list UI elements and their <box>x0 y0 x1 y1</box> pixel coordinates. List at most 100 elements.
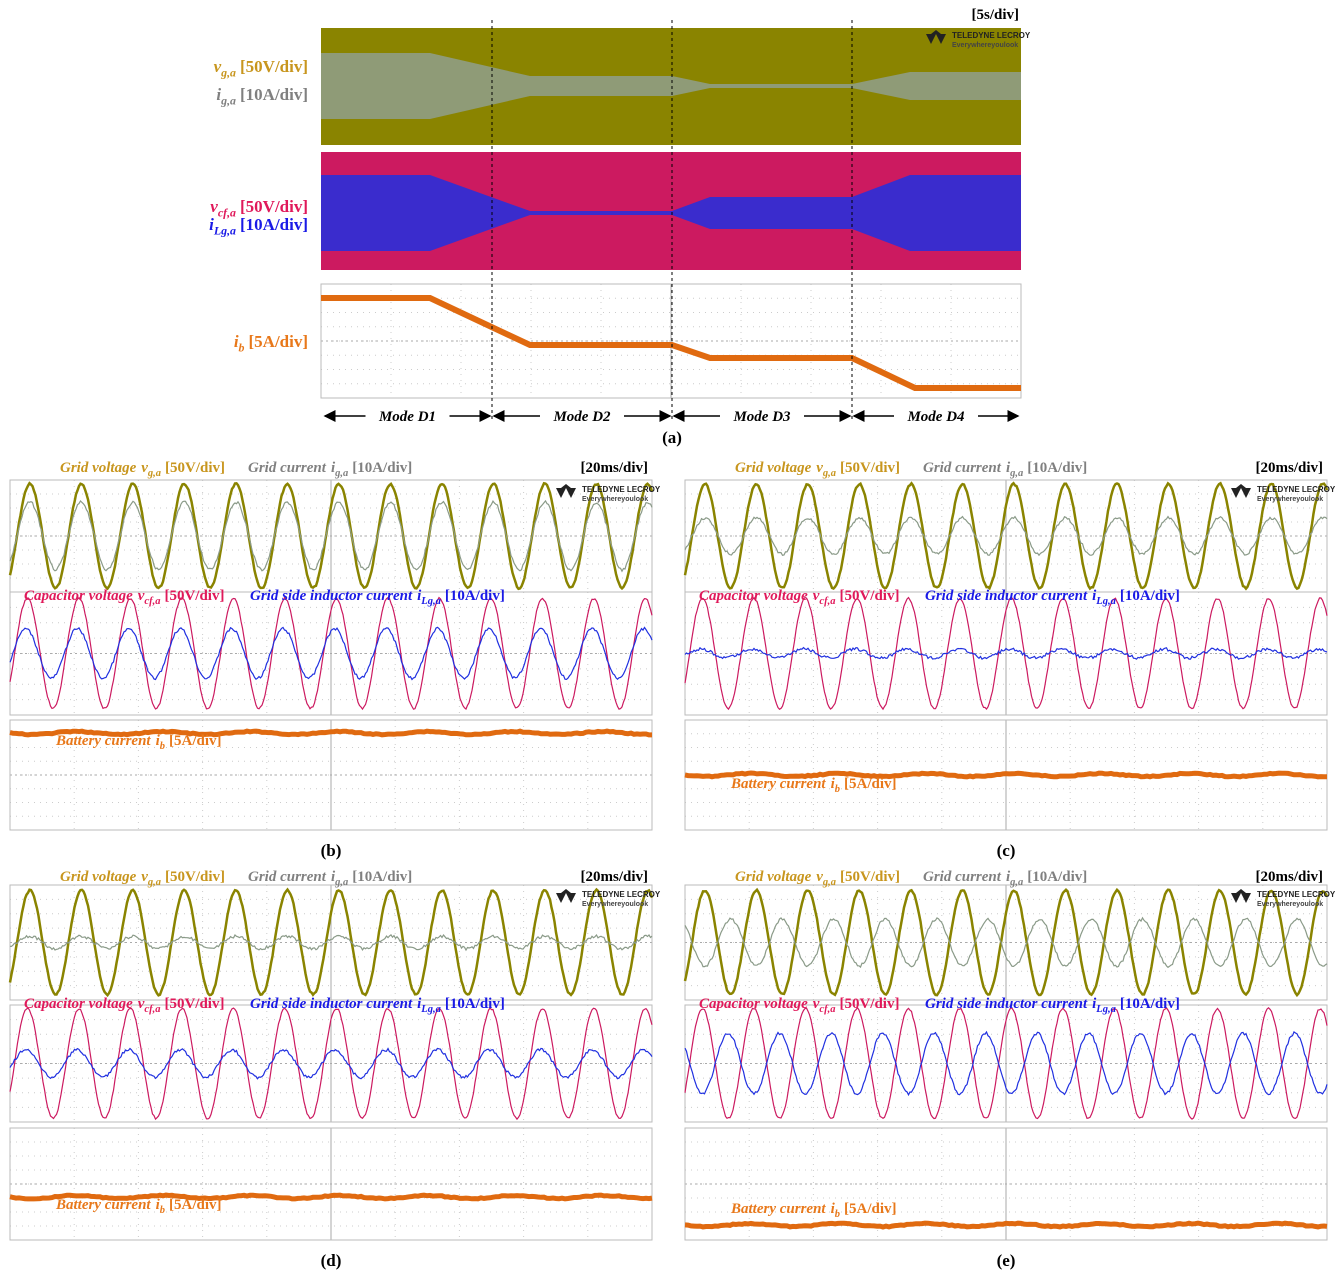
label-scale: [50V/div] <box>164 996 224 1012</box>
label-scale: [50V/div] <box>164 588 224 604</box>
label-scale: [10A/div] <box>240 85 308 104</box>
logo-brand: TELEDYNE LECROY <box>952 31 1031 40</box>
label-prefix: Capacitor voltage <box>24 996 133 1012</box>
label-scale: [10A/div] <box>240 215 308 234</box>
label-subscript: g,a <box>1009 468 1023 479</box>
label-prefix: Grid voltage <box>60 460 137 476</box>
label-subscript: g,a <box>334 877 348 888</box>
signal-label: Battery currentib[5A/div] <box>55 1197 222 1216</box>
label-subscript: b <box>160 1205 165 1216</box>
label-subscript: g,a <box>1009 877 1023 888</box>
label-subscript: g,a <box>220 65 236 79</box>
logo-tagline: Everywhereyoulook <box>582 496 648 503</box>
caption: (e) <box>997 1251 1016 1270</box>
label-prefix: Capacitor voltage <box>699 588 808 604</box>
logo-tagline: Everywhereyoulook <box>1257 901 1323 908</box>
label-prefix: Grid side inductor current <box>925 996 1088 1012</box>
mode-label: Mode D2 <box>552 409 611 425</box>
mode-label: Mode D4 <box>906 409 965 425</box>
label-prefix: Grid current <box>923 460 1002 476</box>
label-subscript: g,a <box>147 877 161 888</box>
signal-label: Grid side inductor currentiLg,a[10A/div] <box>925 588 1180 607</box>
label-scale: [10A/div] <box>1120 996 1180 1012</box>
signal-label: Capacitor voltagevcf,a[50V/div] <box>699 996 899 1015</box>
label-scale: [10A/div] <box>352 869 412 885</box>
label-prefix: Grid voltage <box>60 869 137 885</box>
label-subscript: Lg,a <box>420 596 441 607</box>
caption: (c) <box>997 841 1016 860</box>
label-scale: [50V/div] <box>240 57 308 76</box>
logo: TELEDYNE LECROY Everywhereyoulook <box>556 484 661 503</box>
label-subscript: Lg,a <box>420 1004 441 1015</box>
label-subscript: g,a <box>220 93 236 107</box>
timebase: [20ms/div] <box>1256 869 1324 885</box>
label-scale: [5A/div] <box>249 332 309 351</box>
label-prefix: Battery current <box>730 1201 826 1217</box>
label-scale: [10A/div] <box>352 460 412 476</box>
timebase: [20ms/div] <box>581 460 649 476</box>
label-subscript: Lg,a <box>1095 1004 1116 1015</box>
label-subscript: g,a <box>147 468 161 479</box>
label-prefix: Battery current <box>55 733 151 749</box>
label-subscript: b <box>239 340 245 354</box>
label-scale: [50V/div] <box>839 588 899 604</box>
logo: TELEDYNE LECROYEverywhereyoulook <box>1231 484 1336 503</box>
label-subscript: cf,a <box>819 596 835 607</box>
label-subscript: cf,a <box>144 1004 160 1015</box>
label-scale: [10A/div] <box>445 588 505 604</box>
mode-label: Mode D3 <box>732 409 791 425</box>
label-prefix: Grid current <box>248 460 327 476</box>
label-subscript: cf,a <box>218 205 236 219</box>
label-subscript: Lg,a <box>213 223 236 237</box>
logo-brand: TELEDYNE LECROY <box>582 890 661 899</box>
label-subscript: b <box>835 784 840 795</box>
label-subscript: g,a <box>334 468 348 479</box>
label-subscript: b <box>835 1209 840 1220</box>
logo-tagline: Everywhereyoulook <box>952 42 1018 49</box>
label-scale: [10A/div] <box>1120 588 1180 604</box>
caption: (a) <box>662 428 682 447</box>
logo-tagline: Everywhereyoulook <box>1257 496 1323 503</box>
label-prefix: Grid side inductor current <box>250 588 413 604</box>
label-subscript: b <box>160 741 165 752</box>
logo: TELEDYNE LECROYEverywhereyoulook <box>556 889 661 908</box>
label-prefix: Grid side inductor current <box>925 588 1088 604</box>
label-scale: [50V/div] <box>840 460 900 476</box>
label-subscript: cf,a <box>144 596 160 607</box>
label-prefix: Grid current <box>923 869 1002 885</box>
signal-label: ib[5A/div] <box>234 332 308 354</box>
signal-label: Grid voltagevg,a[50V/div] <box>60 869 225 888</box>
label-scale: [50V/div] <box>165 869 225 885</box>
label-scale: [50V/div] <box>839 996 899 1012</box>
signal-label: Capacitor voltagevcf,a[50V/div] <box>24 588 224 607</box>
logo-icon <box>1231 484 1251 498</box>
label-scale: [10A/div] <box>1027 460 1087 476</box>
label-prefix: Capacitor voltage <box>699 996 808 1012</box>
label-prefix: Grid voltage <box>735 460 812 476</box>
label-subscript: Lg,a <box>1095 596 1116 607</box>
label-prefix: Battery current <box>55 1197 151 1213</box>
logo-brand: TELEDYNE LECROY <box>582 485 661 494</box>
caption: (d) <box>321 1251 342 1270</box>
signal-label: vg,a[50V/div] <box>214 57 308 79</box>
signal-label: Battery currentib[5A/div] <box>55 733 222 752</box>
signal-label: Grid voltagevg,a[50V/div] <box>735 869 900 888</box>
label-subscript: g,a <box>822 468 836 479</box>
label-scale: [5A/div] <box>844 776 897 792</box>
signal-label: ig,a[10A/div] <box>216 85 308 107</box>
label-prefix: Capacitor voltage <box>24 588 133 604</box>
label-prefix: Battery current <box>730 776 826 792</box>
label-prefix: Grid side inductor current <box>250 996 413 1012</box>
label-scale: [5A/div] <box>169 733 222 749</box>
